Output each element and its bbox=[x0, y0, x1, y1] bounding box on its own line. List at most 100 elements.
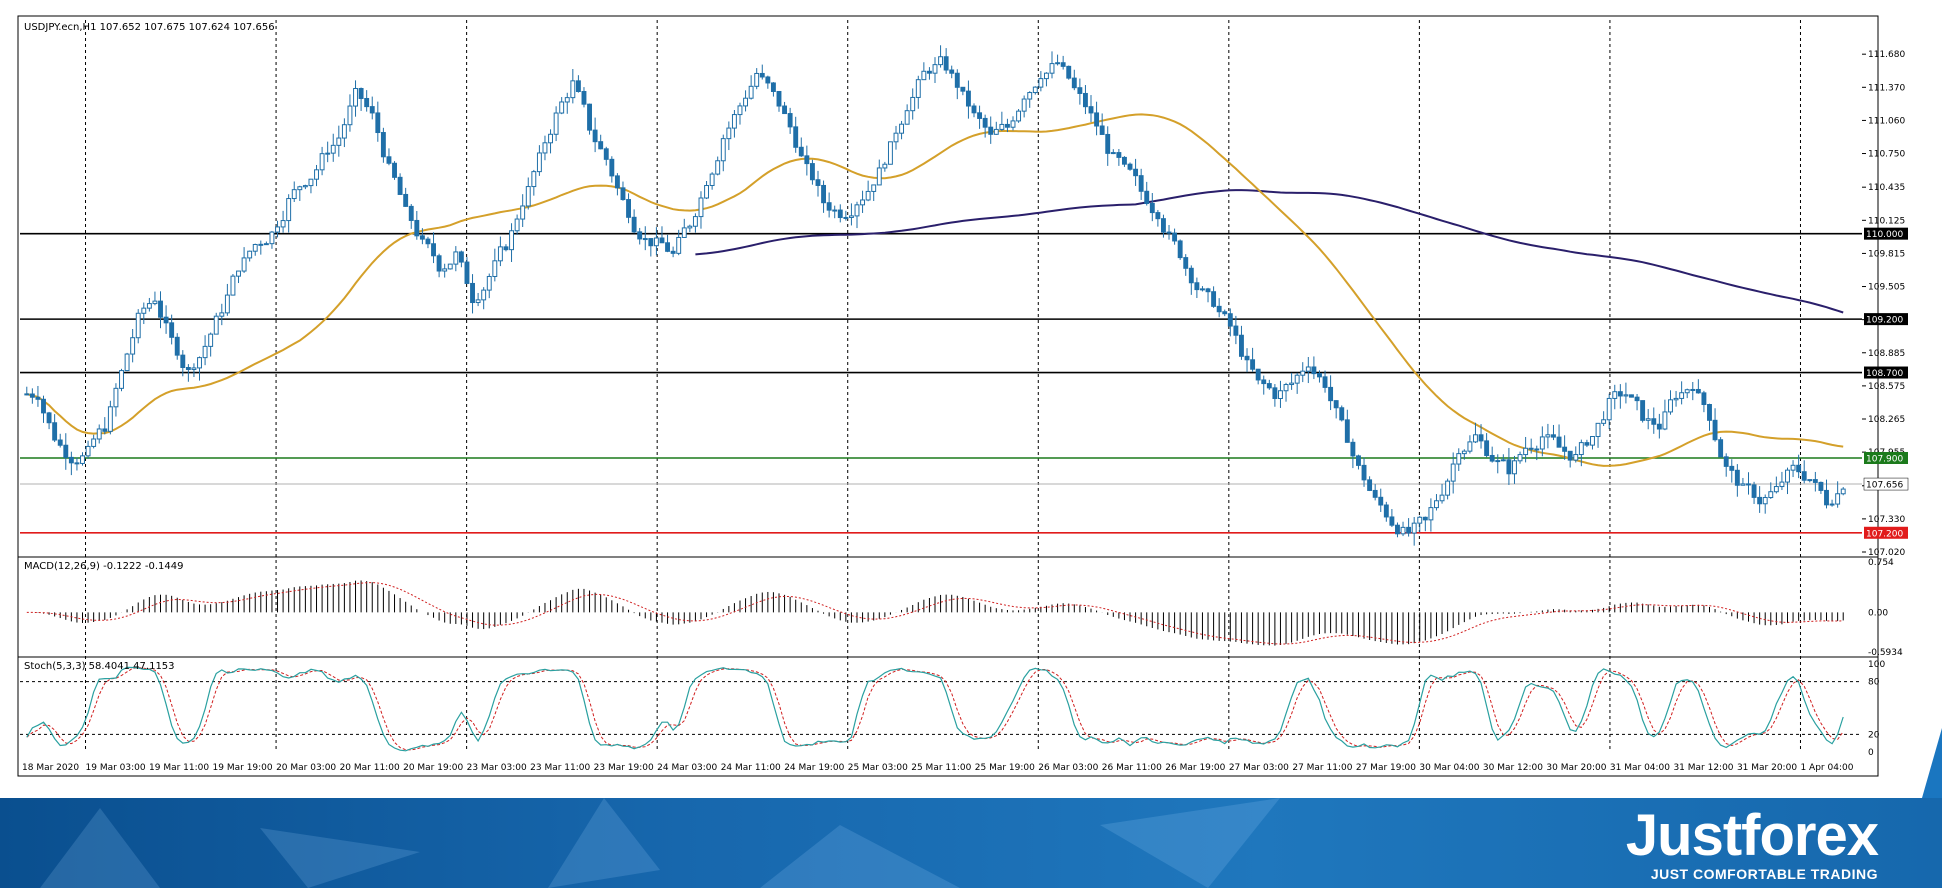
candle-body bbox=[1188, 267, 1194, 284]
x-tick-label: 24 Mar 19:00 bbox=[784, 763, 844, 773]
candle-body bbox=[609, 158, 615, 177]
candle-body bbox=[364, 97, 370, 108]
candle-body bbox=[1266, 383, 1272, 389]
candle-body bbox=[1640, 400, 1646, 421]
x-tick-label: 19 Mar 11:00 bbox=[149, 763, 209, 773]
x-tick-label: 31 Mar 12:00 bbox=[1673, 763, 1733, 773]
candle-body bbox=[993, 128, 999, 135]
macd-panel: 0.754 0.00 -0.5934 MACD(12,26,9) -0.1222 -… bbox=[24, 558, 1903, 658]
candle-body bbox=[754, 72, 760, 87]
candle-body bbox=[146, 303, 152, 309]
candle-body bbox=[130, 337, 136, 355]
candle-body bbox=[314, 169, 319, 180]
candle-body bbox=[1344, 419, 1350, 443]
candle-body bbox=[96, 428, 102, 440]
candle-body bbox=[236, 270, 241, 277]
candle-body bbox=[1651, 418, 1657, 425]
candle-body bbox=[431, 243, 436, 257]
candle-body bbox=[185, 366, 191, 370]
candle-body bbox=[1623, 394, 1629, 397]
candle-body bbox=[1439, 494, 1445, 502]
candle-body bbox=[887, 141, 893, 165]
macd-header: MACD(12,26,9) -0.1222 -0.1449 bbox=[24, 561, 184, 572]
candle-body bbox=[598, 141, 604, 150]
candle-body bbox=[1328, 386, 1334, 402]
stochastic-panel: 100 80 20 0 Stoch(5,3,3) 58.4041 47.1153 bbox=[20, 660, 1885, 758]
candle-body bbox=[982, 117, 988, 128]
candle-body bbox=[904, 110, 910, 125]
candle-body bbox=[1160, 218, 1166, 233]
chart-frame bbox=[17, 15, 1879, 777]
candle-body bbox=[486, 275, 492, 291]
x-tick-label: 26 Mar 11:00 bbox=[1102, 763, 1162, 773]
candle-body bbox=[1450, 463, 1456, 482]
candle-body bbox=[938, 56, 944, 66]
candle-body bbox=[559, 101, 565, 114]
candle-body bbox=[848, 215, 854, 218]
candle-body bbox=[1840, 488, 1846, 495]
candle-body bbox=[174, 336, 180, 356]
candle-body bbox=[731, 114, 737, 129]
candle-body bbox=[1751, 484, 1757, 498]
y-tick-label: 110.435 bbox=[1868, 183, 1905, 193]
candle-body bbox=[330, 144, 336, 154]
candle-body bbox=[1835, 493, 1841, 505]
candle-body bbox=[1796, 464, 1802, 473]
candle-body bbox=[85, 445, 91, 457]
candle-body bbox=[1617, 391, 1623, 397]
candle-body bbox=[1082, 92, 1088, 108]
candle-body bbox=[1484, 440, 1490, 456]
candle-body bbox=[1305, 366, 1311, 372]
candle-body bbox=[626, 199, 631, 218]
candle-body bbox=[1038, 78, 1044, 88]
candle-body bbox=[637, 231, 643, 240]
candle-body bbox=[642, 238, 648, 241]
y-tick-label: 107.330 bbox=[1868, 515, 1905, 525]
x-tick-label: 18 Mar 2020 bbox=[22, 763, 79, 773]
candle-body bbox=[1294, 374, 1300, 384]
candle-body bbox=[715, 160, 721, 175]
macd-tick-label: 0.754 bbox=[1868, 558, 1894, 568]
candle-body bbox=[213, 315, 219, 335]
banner-shape bbox=[760, 825, 960, 888]
x-tick-label: 24 Mar 03:00 bbox=[657, 763, 717, 773]
candle-body bbox=[414, 219, 420, 237]
candle-body bbox=[1785, 469, 1790, 483]
candle-body bbox=[1829, 503, 1835, 506]
macd-signal-line bbox=[26, 582, 1844, 645]
candle-body bbox=[1740, 483, 1746, 486]
stoch-tick-label: 0 bbox=[1868, 748, 1874, 758]
candle-body bbox=[458, 251, 464, 263]
candle-body bbox=[1016, 110, 1022, 122]
level-tag bbox=[1864, 451, 1908, 464]
candle-body bbox=[692, 216, 698, 227]
candle-body bbox=[1383, 504, 1389, 518]
candle-body bbox=[436, 255, 442, 272]
candle-body bbox=[1495, 460, 1501, 463]
candle-body bbox=[1707, 404, 1712, 421]
x-tick-label: 31 Mar 04:00 bbox=[1610, 763, 1670, 773]
candle-body bbox=[319, 153, 325, 171]
candle-body bbox=[614, 175, 620, 189]
candle-body bbox=[1695, 388, 1701, 394]
candle-body bbox=[68, 456, 74, 464]
candle-body bbox=[592, 129, 598, 143]
candle-body bbox=[1333, 400, 1339, 409]
y-tick-label: 111.060 bbox=[1868, 116, 1905, 126]
candle-body bbox=[542, 142, 548, 154]
candle-body bbox=[1272, 387, 1278, 400]
x-tick-label: 27 Mar 03:00 bbox=[1229, 763, 1289, 773]
candle-body bbox=[1060, 62, 1066, 67]
candle-body bbox=[392, 162, 397, 178]
candle-body bbox=[1317, 373, 1322, 378]
candle-body bbox=[932, 64, 938, 74]
candle-body bbox=[1127, 163, 1133, 170]
candle-body bbox=[1690, 388, 1696, 391]
candle-body bbox=[1539, 436, 1545, 450]
candle-body bbox=[1679, 392, 1685, 399]
level-label: 107.900 bbox=[1866, 454, 1903, 464]
candle-body bbox=[358, 87, 364, 99]
candle-body bbox=[263, 243, 269, 246]
candle-body bbox=[1473, 434, 1478, 443]
symbol-header: USDJPY.ecn,H1 107.652 107.675 107.624 10… bbox=[24, 22, 275, 33]
